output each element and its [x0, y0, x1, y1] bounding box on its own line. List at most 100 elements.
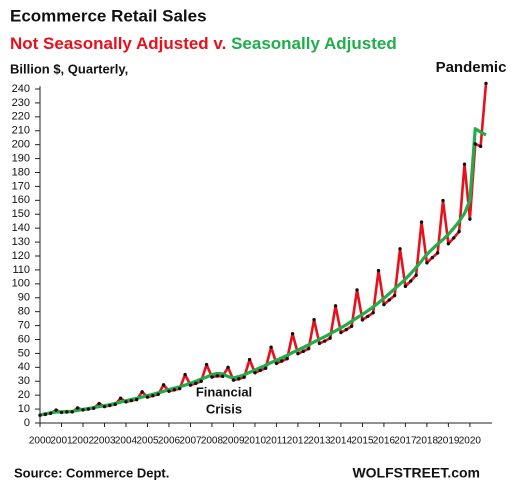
data-point [468, 217, 472, 221]
data-point [328, 336, 332, 340]
y-tick-label: 20 [18, 389, 30, 401]
data-point [360, 318, 365, 322]
data-point [199, 379, 203, 383]
y-tick-label: 220 [12, 111, 30, 123]
y-tick-label: 110 [12, 264, 30, 276]
data-point [290, 331, 295, 336]
data-point [355, 288, 359, 292]
data-point [59, 410, 64, 415]
legend-entry: Not Seasonally Adjusted [10, 34, 209, 53]
x-tick-label: 2009 [222, 436, 245, 447]
data-point [194, 381, 198, 386]
data-point [178, 386, 182, 391]
data-point [135, 397, 139, 402]
data-point [49, 411, 53, 415]
data-point [323, 339, 327, 343]
data-point [231, 378, 236, 382]
data-point [108, 403, 112, 408]
data-point [339, 330, 343, 335]
data-point [409, 279, 413, 283]
x-tick-label: 2008 [201, 436, 224, 447]
data-point [301, 349, 306, 354]
data-point [161, 383, 166, 387]
y-tick-label: 0 [24, 417, 30, 429]
x-tick-label: 2002 [72, 436, 95, 447]
y-tick-label: 200 [12, 139, 30, 151]
series-line [39, 127, 487, 417]
data-point [118, 396, 123, 400]
data-point [38, 413, 42, 417]
data-point [371, 311, 375, 315]
y-tick-label: 50 [18, 347, 30, 359]
data-point [430, 255, 434, 260]
data-point [392, 293, 397, 298]
data-point [188, 383, 193, 387]
data-point [75, 406, 80, 410]
data-point [382, 302, 386, 307]
x-tick-label: 2011 [266, 436, 288, 447]
x-tick-label: 2016 [373, 436, 396, 447]
data-point [285, 357, 289, 361]
data-point [296, 351, 300, 356]
data-point [86, 407, 91, 411]
x-tick-label: 2006 [158, 436, 181, 447]
data-point [452, 236, 456, 240]
chart-title: Ecommerce Retail Sales [10, 6, 207, 25]
axis-label: Billion $, Quarterly, [10, 61, 128, 76]
data-point [81, 408, 85, 412]
annotation: Crisis [206, 401, 242, 416]
data-point [478, 144, 483, 149]
y-tick-label: 80 [18, 306, 30, 318]
data-point [129, 398, 134, 403]
y-tick-label: 40 [18, 361, 30, 373]
data-point [258, 368, 263, 373]
data-point [435, 251, 440, 255]
data-point [366, 314, 370, 319]
y-tick-label: 10 [18, 403, 30, 415]
y-tick-label: 230 [12, 97, 30, 109]
data-point [247, 357, 252, 362]
data-point [306, 346, 311, 351]
data-point [43, 412, 48, 417]
x-tick-label: 2003 [93, 436, 116, 447]
y-tick-label: 90 [18, 292, 30, 304]
data-point [220, 374, 225, 379]
y-tick-label: 60 [18, 333, 30, 345]
data-point [215, 374, 220, 378]
data-point [403, 284, 408, 289]
x-tick-label: 2019 [437, 436, 460, 447]
x-tick-label: 2012 [287, 436, 310, 447]
data-point [210, 375, 214, 379]
y-tick-label: 180 [12, 166, 30, 178]
data-point [204, 362, 209, 367]
data-point [242, 375, 246, 379]
data-point [441, 198, 445, 203]
data-point [70, 410, 74, 414]
x-tick-label: 2015 [351, 436, 374, 447]
y-tick-label: 140 [12, 222, 30, 234]
data-point [414, 273, 418, 277]
y-tick-label: 70 [18, 319, 30, 331]
data-point [226, 365, 230, 370]
x-tick-label: 2001 [50, 436, 73, 447]
y-tick-label: 30 [18, 375, 30, 387]
y-tick-label: 210 [12, 125, 30, 137]
y-tick-label: 170 [12, 180, 30, 192]
data-point [113, 402, 117, 407]
data-point [344, 327, 348, 332]
data-point [263, 366, 268, 371]
data-point [183, 372, 187, 377]
x-tick-label: 2005 [136, 436, 159, 447]
data-point [333, 304, 338, 308]
data-point [140, 390, 144, 394]
data-point [349, 324, 354, 328]
data-point [97, 401, 101, 406]
y-tick-label: 160 [12, 194, 30, 206]
x-tick-label: 2020 [459, 436, 482, 447]
data-point [462, 162, 467, 166]
data-point [473, 142, 477, 146]
data-point [457, 229, 461, 234]
x-tick-label: 2018 [416, 436, 439, 447]
data-point [376, 268, 381, 273]
